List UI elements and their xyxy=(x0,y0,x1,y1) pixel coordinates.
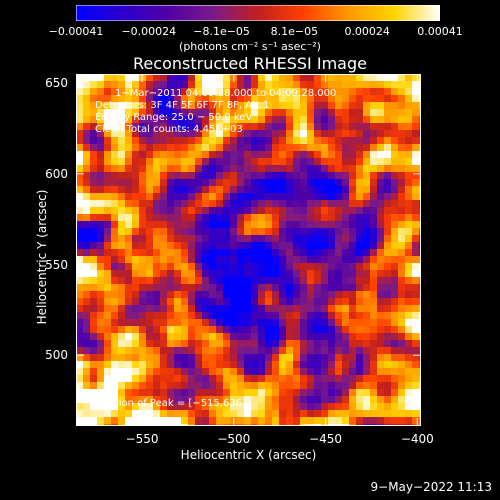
annotation-detectors: Detectors: 3F 4F 5F 6F 7F 8F, Att 1 xyxy=(95,100,270,111)
y-tick-label: 600 xyxy=(45,166,68,181)
heatmap-image xyxy=(76,74,421,426)
colorbar-tick-label: −0.00041 xyxy=(48,25,104,38)
timestamp: 9−May−2022 11:13 xyxy=(370,480,493,494)
annotation-peak: Position of Peak = [−515,636] xyxy=(95,398,246,409)
x-axis-label: Heliocentric X (arcsec) xyxy=(180,448,317,462)
x-tick-label: −450 xyxy=(309,432,343,446)
x-tick-label: −400 xyxy=(400,432,434,446)
colorbar-unit-label: (photons cm⁻² s⁻¹ asec⁻²) xyxy=(179,40,321,53)
annotation-clean-counts: Clean Total counts: 4.45E+03 xyxy=(95,124,243,135)
y-axis-label: Heliocentric Y (arcsec) xyxy=(35,189,49,325)
y-tick-label: 500 xyxy=(45,348,68,363)
x-tick-label: −500 xyxy=(217,432,251,446)
plot-area xyxy=(76,74,421,426)
chart-title: Reconstructed RHESSI Image xyxy=(133,54,367,73)
colorbar-gradient xyxy=(76,5,440,21)
colorbar xyxy=(76,5,440,21)
colorbar-tick-label: 0.00024 xyxy=(344,25,390,38)
colorbar-tick-label: 0.00041 xyxy=(417,25,463,38)
annotation-energy-range: Energy Range: 25.0 − 50.0 keV xyxy=(95,112,253,123)
y-tick-label: 650 xyxy=(45,76,68,91)
colorbar-tick-label: −8.1e−05 xyxy=(193,25,250,38)
y-tick-label: 550 xyxy=(45,257,68,272)
annotation-time-range: 1−Mar−2011 04:09:28.000 to 04:09:28.000 xyxy=(115,88,337,99)
colorbar-tick-label: −0.00024 xyxy=(121,25,177,38)
colorbar-tick-label: 8.1e−05 xyxy=(270,25,319,38)
x-tick-label: −550 xyxy=(125,432,159,446)
